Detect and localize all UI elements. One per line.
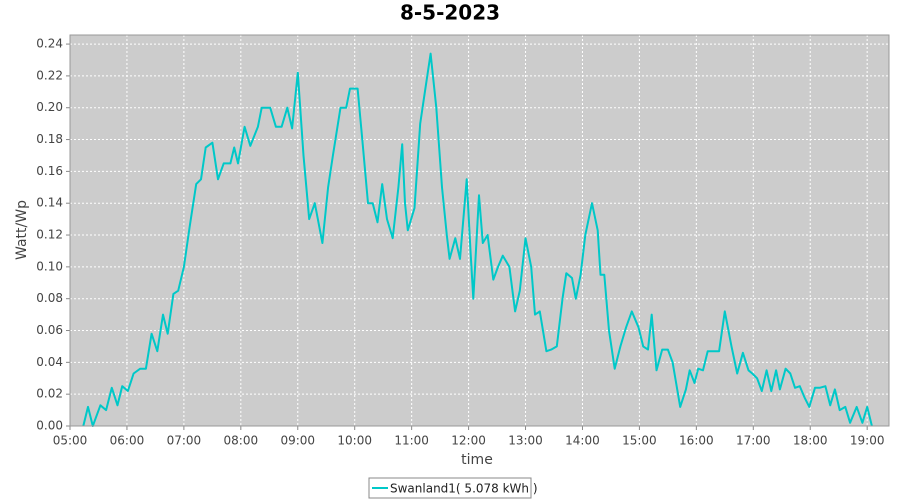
y-axis-label: Watt/Wp (14, 200, 30, 260)
x-tick-label: 11:00 (394, 434, 429, 448)
plot-area (70, 35, 889, 426)
x-tick-label: 08:00 (224, 434, 259, 448)
y-tick-label: 0.22 (36, 68, 63, 82)
plot-border (69, 34, 890, 427)
y-tick-label: 0.06 (36, 323, 63, 337)
y-tick-label: 0.10 (36, 259, 63, 273)
legend-box (368, 477, 532, 499)
x-tick-label: 14:00 (565, 434, 600, 448)
y-tick-label: 0.16 (36, 164, 63, 178)
x-tick-label: 13:00 (508, 434, 543, 448)
x-tick-label: 10:00 (337, 434, 372, 448)
x-axis-label: time (461, 452, 493, 468)
legend-label: Swanland1( 5.078 kWh ) (390, 482, 538, 496)
y-tick-label: 0.08 (36, 291, 63, 305)
series-line (82, 52, 873, 427)
y-tick-label: 0.24 (36, 37, 63, 51)
x-tick-label: 07:00 (167, 434, 202, 448)
x-tick-label: 16:00 (679, 434, 714, 448)
x-tick-label: 19:00 (850, 434, 885, 448)
y-tick-label: 0.00 (36, 419, 63, 433)
x-tick-label: 06:00 (110, 434, 145, 448)
y-tick-label: 0.14 (36, 196, 63, 210)
y-tick-label: 0.04 (36, 355, 63, 369)
x-tick-label: 18:00 (793, 434, 828, 448)
y-tick-label: 0.20 (36, 100, 63, 114)
x-tick-label: 12:00 (451, 434, 486, 448)
y-tick-label: 0.18 (36, 132, 63, 146)
x-tick-label: 05:00 (53, 434, 88, 448)
x-tick-label: 15:00 (622, 434, 657, 448)
x-tick-label: 09:00 (280, 434, 315, 448)
y-tick-label: 0.02 (36, 387, 63, 401)
chart-title: 8-5-2023 (400, 1, 500, 25)
y-tick-label: 0.12 (36, 228, 63, 242)
x-tick-label: 17:00 (736, 434, 771, 448)
